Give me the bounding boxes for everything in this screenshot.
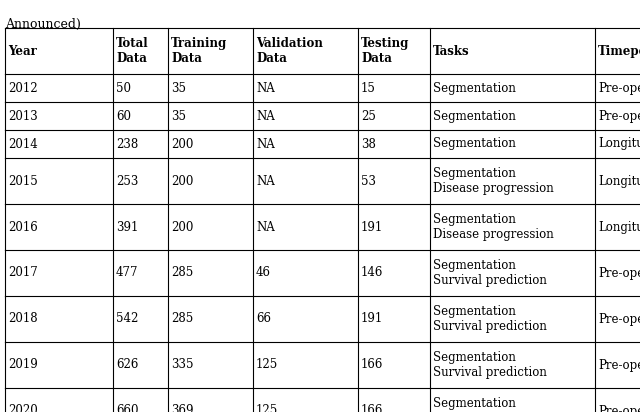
Text: Pre-operative: Pre-operative bbox=[598, 358, 640, 372]
Text: NA: NA bbox=[256, 220, 275, 234]
Text: Total
Data: Total Data bbox=[116, 37, 148, 65]
Text: NA: NA bbox=[256, 110, 275, 122]
Text: Pre-operative: Pre-operative bbox=[598, 267, 640, 279]
Text: 125: 125 bbox=[256, 358, 278, 372]
Text: 46: 46 bbox=[256, 267, 271, 279]
Text: NA: NA bbox=[256, 82, 275, 94]
Text: 35: 35 bbox=[171, 82, 186, 94]
Text: Announced): Announced) bbox=[5, 18, 81, 31]
Text: Segmentation
Disease progression: Segmentation Disease progression bbox=[433, 213, 554, 241]
Text: Tasks: Tasks bbox=[433, 44, 470, 58]
Text: 238: 238 bbox=[116, 138, 138, 150]
Text: Timepoint: Timepoint bbox=[598, 44, 640, 58]
Text: Segmentation
Disease progression: Segmentation Disease progression bbox=[433, 167, 554, 195]
Text: 660: 660 bbox=[116, 405, 138, 412]
Text: 166: 166 bbox=[361, 405, 383, 412]
Text: 477: 477 bbox=[116, 267, 138, 279]
Text: 50: 50 bbox=[116, 82, 131, 94]
Text: 146: 146 bbox=[361, 267, 383, 279]
Text: Longitudinal: Longitudinal bbox=[598, 138, 640, 150]
Text: Longitudinal: Longitudinal bbox=[598, 220, 640, 234]
Text: 15: 15 bbox=[361, 82, 376, 94]
Text: 191: 191 bbox=[361, 312, 383, 325]
Text: 53: 53 bbox=[361, 175, 376, 187]
Text: NA: NA bbox=[256, 138, 275, 150]
Text: 125: 125 bbox=[256, 405, 278, 412]
Text: Training
Data: Training Data bbox=[171, 37, 227, 65]
Text: Pre-operative: Pre-operative bbox=[598, 82, 640, 94]
Text: 66: 66 bbox=[256, 312, 271, 325]
Text: Validation
Data: Validation Data bbox=[256, 37, 323, 65]
Text: Pre-operative: Pre-operative bbox=[598, 312, 640, 325]
Text: 391: 391 bbox=[116, 220, 138, 234]
Text: 626: 626 bbox=[116, 358, 138, 372]
Text: 200: 200 bbox=[171, 138, 193, 150]
Text: 2019: 2019 bbox=[8, 358, 38, 372]
Text: Longitudinal: Longitudinal bbox=[598, 175, 640, 187]
Text: 2013: 2013 bbox=[8, 110, 38, 122]
Text: NA: NA bbox=[256, 175, 275, 187]
Text: 191: 191 bbox=[361, 220, 383, 234]
Text: 2012: 2012 bbox=[8, 82, 38, 94]
Text: Segmentation
Survival prediction: Segmentation Survival prediction bbox=[433, 259, 547, 287]
Text: 2016: 2016 bbox=[8, 220, 38, 234]
Text: 2017: 2017 bbox=[8, 267, 38, 279]
Text: 25: 25 bbox=[361, 110, 376, 122]
Text: Segmentation: Segmentation bbox=[433, 110, 516, 122]
Text: Testing
Data: Testing Data bbox=[361, 37, 410, 65]
Text: 2018: 2018 bbox=[8, 312, 38, 325]
Text: 335: 335 bbox=[171, 358, 193, 372]
Text: 285: 285 bbox=[171, 312, 193, 325]
Text: Segmentation: Segmentation bbox=[433, 138, 516, 150]
Text: 2020: 2020 bbox=[8, 405, 38, 412]
Text: Segmentation
Survival prediction: Segmentation Survival prediction bbox=[433, 351, 547, 379]
Text: Pre-operative: Pre-operative bbox=[598, 405, 640, 412]
Text: 369: 369 bbox=[171, 405, 193, 412]
Text: 35: 35 bbox=[171, 110, 186, 122]
Text: 2014: 2014 bbox=[8, 138, 38, 150]
Text: Segmentation: Segmentation bbox=[433, 82, 516, 94]
Text: 60: 60 bbox=[116, 110, 131, 122]
Text: Pre-operative: Pre-operative bbox=[598, 110, 640, 122]
Text: 200: 200 bbox=[171, 175, 193, 187]
Text: 2015: 2015 bbox=[8, 175, 38, 187]
Text: 200: 200 bbox=[171, 220, 193, 234]
Text: 285: 285 bbox=[171, 267, 193, 279]
Text: Year: Year bbox=[8, 44, 37, 58]
Text: 38: 38 bbox=[361, 138, 376, 150]
Text: Segmentation
Survival prediction: Segmentation Survival prediction bbox=[433, 397, 547, 412]
Text: Segmentation
Survival prediction: Segmentation Survival prediction bbox=[433, 305, 547, 333]
Text: 542: 542 bbox=[116, 312, 138, 325]
Text: 166: 166 bbox=[361, 358, 383, 372]
Text: 253: 253 bbox=[116, 175, 138, 187]
